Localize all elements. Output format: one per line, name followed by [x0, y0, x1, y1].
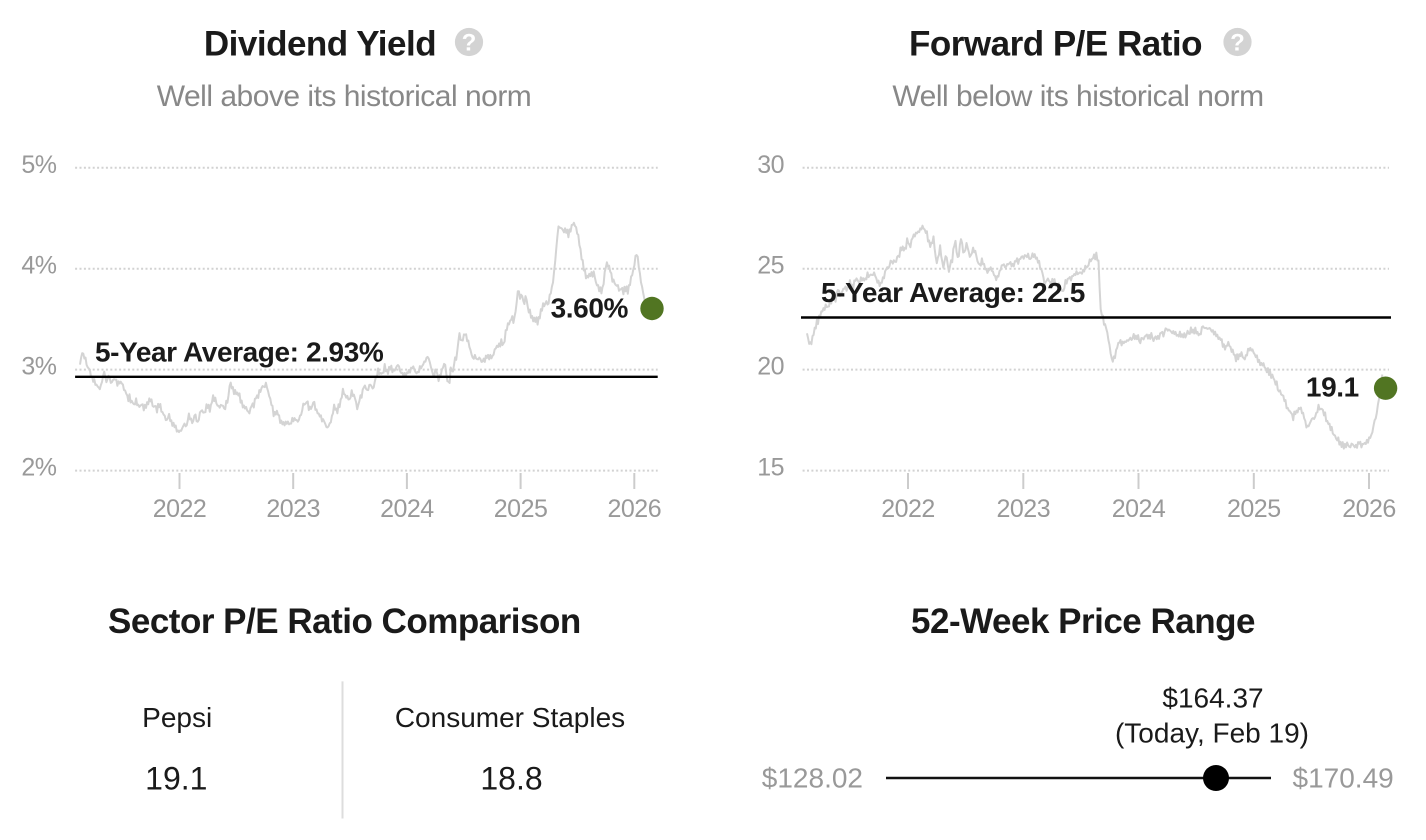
- svg-text:Well above its historical norm: Well above its historical norm: [157, 80, 532, 113]
- svg-text:2023: 2023: [996, 495, 1050, 523]
- svg-text:5-Year Average: 2.93%: 5-Year Average: 2.93%: [95, 336, 384, 367]
- svg-text:Pepsi: Pepsi: [142, 702, 212, 733]
- svg-text:2025: 2025: [494, 495, 548, 523]
- svg-text:2%: 2%: [21, 454, 56, 482]
- svg-text:2024: 2024: [380, 495, 434, 523]
- svg-text:Sector P/E Ratio Comparison: Sector P/E Ratio Comparison: [108, 602, 581, 641]
- svg-text:2026: 2026: [607, 495, 661, 523]
- svg-text:2025: 2025: [1227, 495, 1281, 523]
- svg-text:$128.02: $128.02: [762, 763, 863, 794]
- svg-text:Forward P/E Ratio: Forward P/E Ratio: [909, 25, 1202, 64]
- svg-text:3%: 3%: [21, 353, 56, 381]
- svg-text:3.60%: 3.60%: [551, 293, 629, 324]
- svg-text:19.1: 19.1: [1306, 372, 1359, 403]
- svg-text:19.1: 19.1: [145, 760, 207, 796]
- svg-text:?: ?: [462, 30, 477, 57]
- svg-text:Consumer Staples: Consumer Staples: [395, 702, 625, 733]
- svg-text:5%: 5%: [21, 151, 56, 179]
- svg-text:4%: 4%: [21, 252, 56, 280]
- svg-text:18.8: 18.8: [480, 760, 542, 796]
- svg-text:30: 30: [757, 151, 784, 179]
- svg-text:$164.37: $164.37: [1162, 683, 1263, 714]
- svg-text:2022: 2022: [153, 495, 207, 523]
- svg-text:(Today, Feb 19): (Today, Feb 19): [1115, 718, 1309, 749]
- svg-text:15: 15: [757, 454, 784, 482]
- svg-text:2023: 2023: [266, 495, 320, 523]
- svg-text:20: 20: [757, 353, 784, 381]
- svg-text:52-Week Price Range: 52-Week Price Range: [911, 602, 1255, 641]
- svg-text:25: 25: [757, 252, 784, 280]
- svg-text:$170.49: $170.49: [1293, 763, 1394, 794]
- svg-text:?: ?: [1230, 30, 1245, 57]
- svg-text:Well below its historical norm: Well below its historical norm: [892, 80, 1263, 113]
- svg-text:2026: 2026: [1342, 495, 1396, 523]
- svg-text:Dividend Yield: Dividend Yield: [204, 25, 436, 64]
- svg-text:2022: 2022: [881, 495, 935, 523]
- svg-text:2024: 2024: [1112, 495, 1166, 523]
- svg-text:5-Year Average: 22.5: 5-Year Average: 22.5: [821, 277, 1085, 308]
